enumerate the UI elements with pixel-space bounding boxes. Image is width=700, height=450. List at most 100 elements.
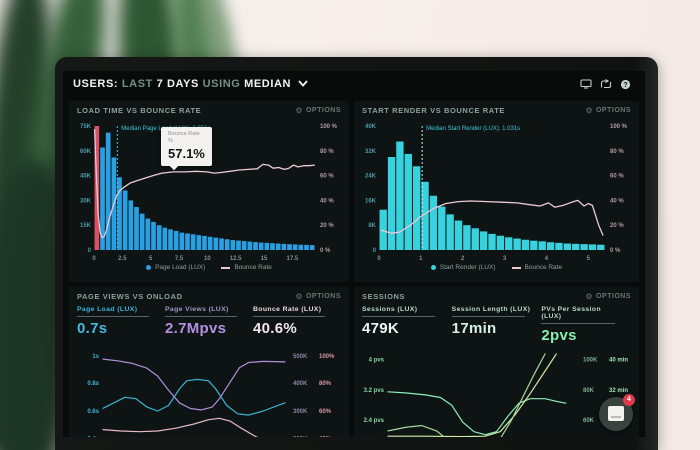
share-icon[interactable] [600,79,612,89]
svg-text:80K: 80K [583,388,595,394]
legend-line-icon [511,266,521,269]
svg-text:60 %: 60 % [320,174,334,180]
stat-session-length: Session Length (LUX) 17min [451,306,531,337]
svg-text:100%: 100% [319,354,335,360]
svg-text:100K: 100K [583,358,598,364]
gear-icon: ⚙ [585,106,593,115]
svg-text:500K: 500K [293,354,308,360]
page-views-onload-line-chart[interactable]: 1s 500K 100% 0.8s 400K 80% 0.6s 300K 60% 0.4s 200K… [73,339,345,437]
stat-divider [253,316,325,317]
panel-page-views-vs-onload: PAGE VIEWS VS ONLOAD ⚙ OPTIONS Page Load… [69,287,349,437]
title-users-label: USERS: [73,78,119,90]
options-button[interactable]: ⚙ OPTIONS [295,106,341,115]
panel-start-render-vs-bounce-rate: START RENDER VS BOUNCE RATE ⚙ OPTIONS 40… [354,101,639,282]
svg-text:40 %: 40 % [320,198,334,204]
display-icon[interactable] [580,79,592,89]
svg-text:30K: 30K [80,198,92,204]
panel-sessions: SESSIONS ⚙ OPTIONS Sessions (LUX) 479K [354,287,639,437]
stat-page-views: Page Views (LUX) 2.7Mpvs [165,306,253,337]
panel-header: LOAD TIME VS BOUNCE RATE ⚙ OPTIONS [69,101,349,117]
stat-divider [77,316,149,317]
tooltip-value: 57.1% [168,146,205,162]
svg-text:2.4 pvs: 2.4 pvs [364,418,385,424]
svg-text:32 min: 32 min [609,388,628,394]
svg-text:32K: 32K [365,149,377,155]
svg-text:7.5: 7.5 [175,256,184,262]
svg-text:80 %: 80 % [320,149,334,155]
svg-text:10: 10 [204,256,211,262]
gear-icon: ⚙ [585,292,593,301]
svg-text:400K: 400K [293,381,308,387]
title-agg-word: USING [202,78,241,90]
chart-legend: Page Load (LUX) Bounce Rate [69,264,349,271]
svg-text:15: 15 [261,256,268,262]
legend-bounce-rate: Bounce Rate [511,264,562,271]
sessions-line-chart[interactable]: 4 pvs 100K 40 min 3.2 pvs 80K 32 min 2.4 pvs 60… [358,346,635,437]
monitor-bezel: USERS: LAST 7 DAYS USING MEDIAN [55,57,658,450]
legend-dot-icon [430,265,436,270]
svg-text:100 %: 100 % [320,124,338,130]
message-icon [608,406,624,421]
panel-title: PAGE VIEWS VS ONLOAD [77,292,183,301]
stat-page-load: Page Load (LUX) 0.7s [77,306,165,337]
legend-dot-icon [146,265,152,270]
svg-text:17.5: 17.5 [286,256,298,262]
svg-text:5: 5 [587,256,591,262]
stat-sessions: Sessions (LUX) 479K [362,306,452,344]
svg-text:80 %: 80 % [610,149,624,155]
svg-text:2: 2 [461,256,465,262]
svg-text:60 %: 60 % [610,174,624,180]
svg-text:60%: 60% [319,409,332,415]
svg-text:80%: 80% [319,381,332,387]
title-agg-value[interactable]: MEDIAN [244,78,292,90]
stat-divider [362,316,436,317]
start-render-histogram-chart[interactable]: 40K 32K 24K 16K 8K 0 100 % 80 % 60 % 40 % 20 % 0 % 0… [358,117,635,263]
stat-divider [451,316,525,317]
svg-text:45K: 45K [80,174,92,180]
options-button[interactable]: ⚙ OPTIONS [585,292,631,301]
chat-widget-button[interactable]: 4 [599,394,635,431]
svg-text:16K: 16K [365,198,377,204]
chevron-down-icon[interactable] [298,78,308,90]
svg-text:40K: 40K [365,124,377,130]
chart-legend: Start Render (LUX) Bounce Rate [354,264,639,271]
dashboard-screen: USERS: LAST 7 DAYS USING MEDIAN [63,71,645,437]
svg-text:4 pvs: 4 pvs [369,358,385,364]
panel-header: SESSIONS ⚙ OPTIONS [354,287,639,303]
panel-title: START RENDER VS BOUNCE RATE [362,106,506,115]
svg-text:100 %: 100 % [610,124,628,130]
svg-text:40%: 40% [319,437,332,438]
stats-row: Page Load (LUX) 0.7s Page Views (LUX) 2.… [69,303,349,339]
options-button[interactable]: ⚙ OPTIONS [295,292,341,301]
svg-text:24K: 24K [365,174,377,180]
stat-pvs-per-session: PVs Per Session (LUX) 2pvs [541,306,631,344]
svg-text:300K: 300K [293,409,308,415]
svg-text:0.6s: 0.6s [87,409,99,415]
panel-grid: LOAD TIME VS BOUNCE RATE ⚙ OPTIONS 75K 60… [69,101,639,437]
svg-text:0: 0 [88,248,92,254]
bounce-rate-tooltip: Bounce Rate % 57.1% [161,127,212,167]
tooltip-label: Bounce Rate % [168,131,200,145]
panel-header: PAGE VIEWS VS ONLOAD ⚙ OPTIONS [69,287,349,303]
legend-start-render: Start Render (LUX) [430,264,496,271]
legend-bounce-rate: Bounce Rate [221,264,272,271]
options-button[interactable]: ⚙ OPTIONS [585,106,631,115]
svg-text:0.4s: 0.4s [87,437,99,438]
stats-row: Sessions (LUX) 479K Session Length (LUX)… [354,303,639,346]
svg-text:3: 3 [503,256,507,262]
svg-text:15K: 15K [80,223,92,229]
help-icon[interactable]: ? [620,79,631,90]
stat-bounce-rate: Bounce Rate (LUX) 40.6% [253,306,341,337]
svg-text:40 %: 40 % [610,198,624,204]
svg-text:0: 0 [373,248,377,254]
svg-text:60K: 60K [583,418,595,424]
panel-header: START RENDER VS BOUNCE RATE ⚙ OPTIONS [354,101,639,117]
svg-text:20 %: 20 % [610,223,624,229]
svg-text:Median Start Render (LUX): 1.0: Median Start Render (LUX): 1.031s [426,126,520,132]
svg-text:75K: 75K [80,124,92,130]
title-range-word: LAST [121,78,153,90]
svg-text:3.2 pvs: 3.2 pvs [364,388,385,394]
stat-divider [541,323,615,324]
svg-text:0.8s: 0.8s [87,381,99,387]
